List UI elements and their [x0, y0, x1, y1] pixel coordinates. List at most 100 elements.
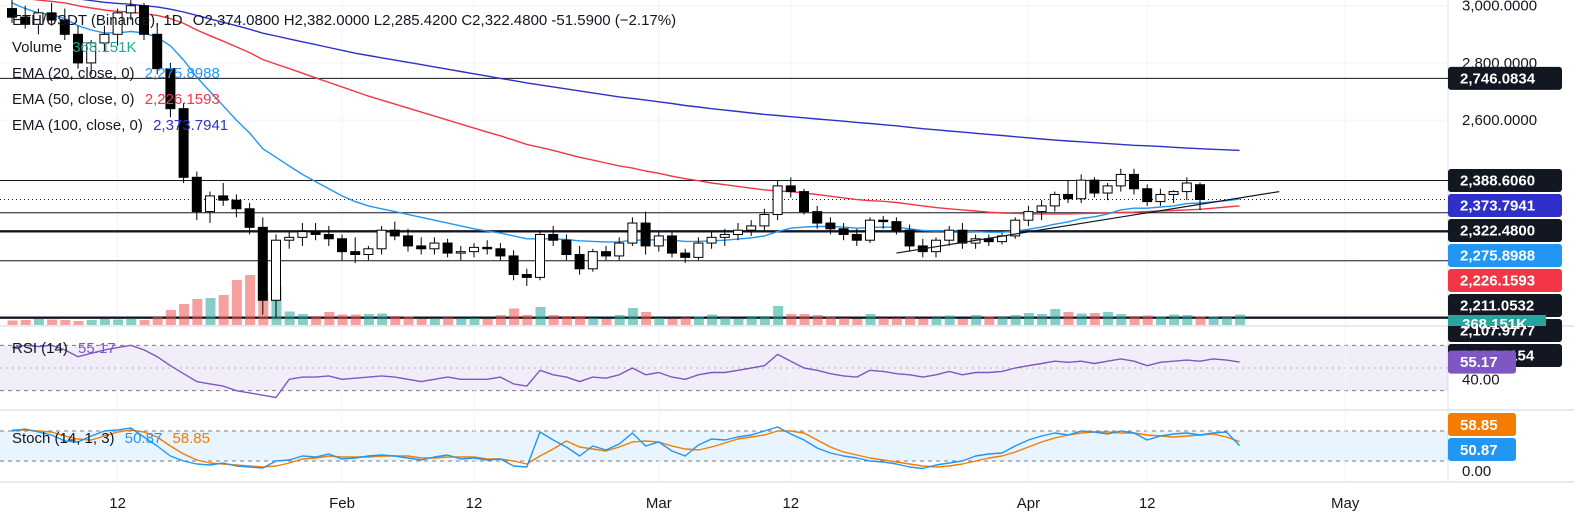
price-tag-label: 2,275.8988: [1460, 248, 1535, 265]
candle-body: [508, 255, 519, 276]
stoch-d-tag-label: 58.85: [1460, 417, 1498, 434]
volume-bar: [931, 317, 942, 325]
candle-body: [125, 5, 136, 14]
price-tag-bg: [1448, 219, 1562, 243]
candle: [983, 234, 994, 246]
candle-body: [86, 42, 97, 64]
volume-bar: [205, 298, 216, 325]
volume-bar: [944, 315, 955, 325]
candle: [799, 188, 809, 215]
ema20-legend[interactable]: EMA (20, close, 0) 2,275.8988: [12, 65, 220, 82]
rsi-legend[interactable]: RSI (14) 55.17: [12, 340, 116, 357]
volume-bar: [601, 319, 612, 325]
ema20-label: EMA (20, close, 0): [12, 65, 135, 82]
time-axis[interactable]: 12 Feb 12 Mar 12 Apr 12 May: [0, 481, 1574, 512]
candle: [376, 225, 387, 255]
price-tag-label: 2,373.7941: [1460, 198, 1535, 215]
candle: [1036, 200, 1047, 221]
candle: [825, 217, 836, 235]
price-tag-label: 2,226.1593: [1460, 273, 1535, 290]
rsi-tag-label: 55.17: [1460, 354, 1498, 371]
candle-body: [323, 233, 334, 240]
candle: [614, 237, 625, 261]
stoch-d-tag-bg: [1448, 413, 1516, 436]
symbol-title[interactable]: ETH/USDT (Binance), 1D: [12, 12, 183, 29]
volume-bar: [971, 315, 982, 325]
trendline[interactable]: [896, 191, 1280, 254]
price-tag-bg: [1448, 294, 1562, 318]
candle: [152, 22, 163, 75]
candle: [693, 237, 704, 261]
volume-bar: [852, 319, 863, 325]
volume-bar: [548, 315, 559, 325]
candle-body: [363, 248, 374, 256]
volume-bar: [654, 318, 665, 325]
stoch-d-tag: 58.85: [1448, 413, 1516, 436]
ema50-line: [31, 0, 1240, 215]
price-tag: 2,388.6060: [1448, 169, 1562, 193]
candle-body: [1023, 211, 1034, 221]
horizontal-levels: [0, 77, 1526, 319]
candle: [627, 217, 638, 246]
candle: [587, 248, 598, 272]
candle: [205, 191, 215, 224]
candle-body: [389, 229, 400, 237]
candle-body: [574, 254, 585, 270]
candle-body: [865, 219, 875, 241]
volume-bar: [707, 314, 718, 325]
candle: [667, 230, 677, 258]
volume-tag-label: 368.151K: [1462, 316, 1527, 333]
candle: [838, 223, 849, 241]
candle: [1102, 183, 1113, 201]
candles[interactable]: [7, 0, 1205, 318]
candle-body: [152, 33, 163, 70]
ema100-value: 2,373.7941: [153, 117, 229, 134]
candle: [191, 171, 202, 221]
price-tag: 2,275.8988: [1448, 244, 1562, 268]
candle-body: [139, 5, 149, 35]
candle: [601, 245, 611, 261]
volume-bar: [799, 314, 810, 325]
candle: [1023, 205, 1034, 226]
ema50-label: EMA (50, close, 0): [12, 91, 135, 108]
candle: [957, 223, 968, 249]
candle-body: [1063, 193, 1073, 200]
ema100-legend[interactable]: EMA (100, close, 0) 2,373.7941: [12, 117, 228, 134]
candle-body: [416, 245, 427, 250]
candle: [1049, 191, 1060, 212]
candle: [323, 225, 334, 246]
candle: [257, 217, 268, 315]
candle: [112, 8, 123, 46]
volume-bar: [403, 316, 414, 325]
price-tag-bg: [1448, 269, 1562, 293]
candle: [865, 217, 875, 244]
candle-body: [1115, 173, 1126, 187]
volume-bar: [918, 318, 929, 325]
volume-bar: [1235, 314, 1246, 325]
candle-body: [535, 233, 545, 278]
volume-bar: [363, 314, 374, 325]
volume-bar: [1103, 312, 1114, 325]
candle: [389, 221, 400, 241]
volume-bar: [152, 317, 163, 325]
candle: [86, 40, 97, 75]
candle: [812, 205, 823, 229]
candle-body: [191, 176, 202, 213]
price-tag: 2,226.1593: [1448, 269, 1562, 293]
price-tag-label: 2,107.9777: [1460, 323, 1535, 340]
volume-bar: [1142, 315, 1153, 325]
candle-body: [1142, 188, 1153, 203]
volume-bar: [997, 317, 1008, 325]
stoch-legend[interactable]: Stoch (14, 1, 3) 50.87 58.85: [12, 430, 210, 447]
price-tag-label: 2,746.0834: [1460, 70, 1536, 87]
volume-bar: [377, 313, 388, 325]
volume-bar: [86, 320, 97, 325]
candle: [997, 233, 1007, 245]
volume-legend[interactable]: Volume 368.151K: [12, 39, 136, 56]
price-tag-bg: [1448, 66, 1562, 90]
candle: [1129, 168, 1139, 195]
volume-bar: [1208, 316, 1219, 325]
ema50-legend[interactable]: EMA (50, close, 0) 2,226.1593: [12, 91, 220, 108]
stoch-k-tag-label: 50.87: [1460, 442, 1498, 459]
